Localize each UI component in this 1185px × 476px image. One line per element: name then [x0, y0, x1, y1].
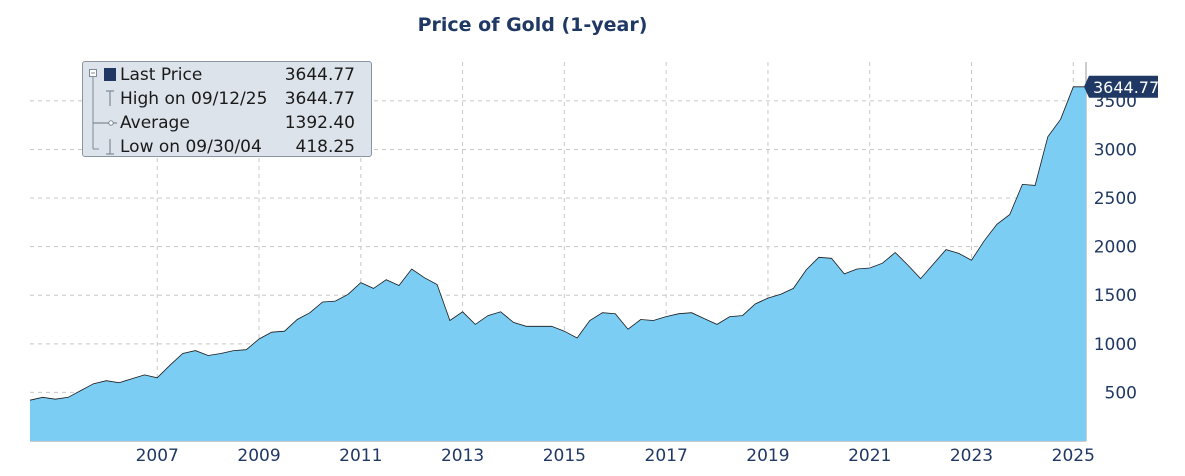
y-tick-label: 1500 [1094, 286, 1137, 306]
x-tick-label: 2019 [746, 446, 789, 466]
legend-label: Low on 09/30/04 [120, 137, 262, 157]
average-marker-icon [92, 111, 117, 135]
y-tick-label: 3000 [1094, 140, 1137, 160]
legend-item-low: Low on 09/30/04 418.25 [83, 135, 371, 159]
legend-item-last-price: Last Price 3644.77 [83, 63, 371, 87]
legend-value: 3644.77 [284, 65, 355, 85]
y-tick-label: 500 [1105, 383, 1137, 403]
price-area [30, 86, 1086, 442]
x-tick-label: 2013 [441, 446, 484, 466]
last-price-tag: 3644.77 [1084, 75, 1159, 98]
legend-label: Last Price [120, 65, 203, 85]
last-price-badge [1084, 75, 1158, 98]
y-tick-label: 2000 [1094, 238, 1137, 258]
legend: Last Price 3644.77 High on 09/12/25 3644… [82, 61, 372, 157]
y-tick-label: 1000 [1094, 335, 1137, 355]
legend-value: 3644.77 [284, 89, 355, 109]
minus-box-icon[interactable] [88, 63, 118, 87]
legend-label: Average [120, 113, 190, 133]
price-line [29, 86, 1086, 401]
legend-label: High on 09/12/25 [120, 89, 268, 109]
high-marker-icon [92, 87, 114, 111]
legend-value: 1392.40 [284, 113, 355, 133]
x-tick-label: 2023 [950, 446, 993, 466]
last-price-label: 3644.77 [1093, 78, 1159, 97]
x-tick-label: 2021 [848, 446, 891, 466]
x-tick-label: 2017 [645, 446, 688, 466]
chart-title: Price of Gold (1-year) [417, 14, 648, 36]
legend-value: 418.25 [295, 137, 355, 157]
x-tick-label: 2015 [543, 446, 586, 466]
x-tick-label: 2009 [237, 446, 280, 466]
y-tick-label: 2500 [1094, 189, 1137, 209]
legend-item-high: High on 09/12/25 3644.77 [83, 87, 371, 111]
x-tick-label: 2007 [136, 446, 179, 466]
x-tick-label: 2011 [339, 446, 382, 466]
legend-item-average: Average 1392.40 [83, 111, 371, 135]
x-axis-ticks: 2007 2009 2011 2013 2015 2017 2019 2021 2023 2025 [136, 446, 1095, 466]
low-marker-icon [92, 135, 114, 155]
x-tick-label: 2025 [1052, 446, 1095, 466]
